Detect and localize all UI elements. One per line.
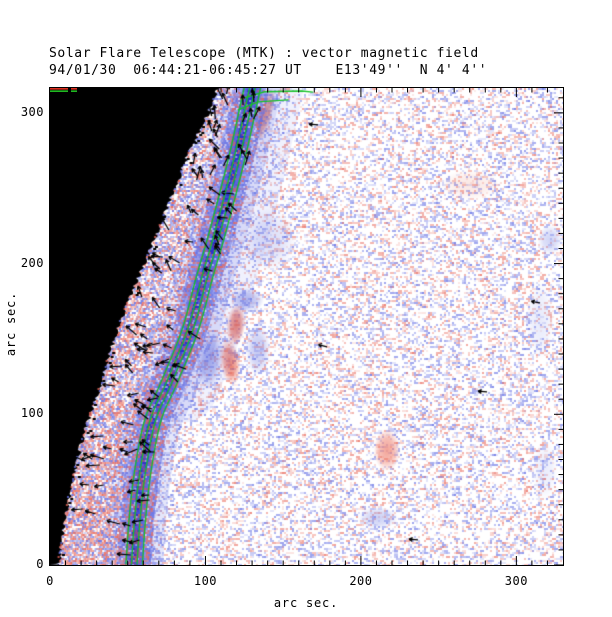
x-tick-label: 200: [349, 574, 373, 588]
y-tick-label: 200: [20, 255, 44, 270]
y-tick-label: 100: [20, 406, 44, 421]
x-axis-label: arc sec.: [273, 596, 339, 610]
x-tick-label: 0: [46, 574, 54, 588]
x-tick-label: 300: [504, 574, 528, 588]
chart-subtitle: 94/01/30 06:44:21-06:45:27 UT E13'49'' N…: [49, 63, 488, 78]
y-tick-label: 0: [36, 557, 44, 571]
y-axis-label: arc sec.: [4, 291, 18, 357]
x-tick-label: 100: [193, 574, 218, 588]
plot-area: [49, 87, 564, 566]
axes-ticks-overlay: [50, 88, 563, 565]
chart-title: Solar Flare Telescope (MTK) : vector mag…: [49, 46, 479, 61]
y-tick-label: 300: [20, 104, 44, 119]
magnetogram-image: [50, 88, 563, 565]
